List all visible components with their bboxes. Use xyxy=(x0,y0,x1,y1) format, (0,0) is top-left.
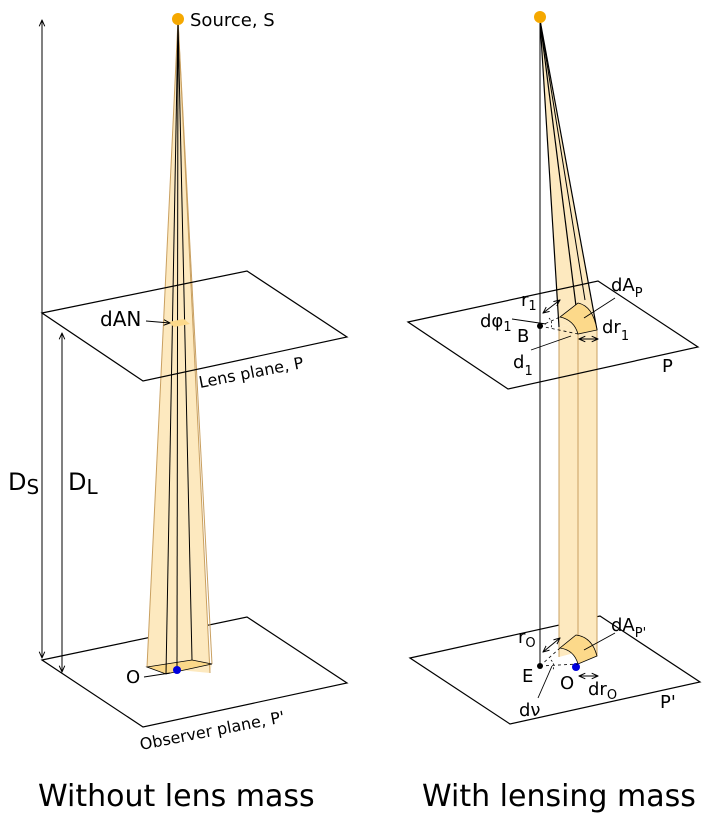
left-panel: Source, S DS DL dAN Lens plane, P Observ… xyxy=(8,10,349,814)
dAPprime-label: dAP' xyxy=(611,615,646,641)
dphi1-label: dφ1 xyxy=(480,311,512,335)
upper-ray-4 xyxy=(539,19,586,301)
E-label: E xyxy=(522,666,533,687)
dAPprime-pointer xyxy=(583,632,616,651)
source-label: Source, S xyxy=(190,10,275,31)
d1-label: d1 xyxy=(513,352,533,379)
upper-ray-2 xyxy=(539,19,579,323)
DL-label: DL xyxy=(68,468,98,499)
O-label-right: O xyxy=(560,673,574,694)
B-label: B xyxy=(517,326,529,347)
beam-left-edge-1 xyxy=(146,19,179,668)
observer-pointer-left xyxy=(143,672,171,678)
upper-ray-1 xyxy=(539,19,560,328)
ray-left-1 xyxy=(165,19,179,675)
B-dashed-1 xyxy=(539,325,579,335)
ray-left-2 xyxy=(177,19,193,661)
beam-left-edge-3 xyxy=(177,19,213,665)
beam-right-lower xyxy=(558,322,598,665)
E-dashed-1 xyxy=(539,663,579,667)
E-dashed-2 xyxy=(539,647,561,667)
observer-plane-right xyxy=(408,615,702,725)
ray-left-3 xyxy=(176,19,179,670)
drO-label: drO xyxy=(588,679,617,703)
rO-label: rO xyxy=(518,627,536,651)
dAN-label: dAN xyxy=(100,307,141,331)
dAP-pointer xyxy=(583,297,616,319)
lens-plane-right xyxy=(406,280,700,390)
dnu-pointer xyxy=(537,665,553,699)
dnu-label: dν xyxy=(519,700,540,721)
dAP-label: dAP xyxy=(611,275,643,301)
source-dot-right xyxy=(534,11,546,23)
observer-label-left: O xyxy=(126,667,140,688)
dAN-pointer xyxy=(145,321,170,323)
observer-dot-right xyxy=(572,663,580,671)
source-dot-left xyxy=(172,13,184,25)
dr1-label: dr1 xyxy=(602,317,629,344)
lens-plane-P-label: P xyxy=(662,356,673,377)
beam-left-side xyxy=(178,20,212,673)
right-panel: r1 dφ1 B d1 dr1 dAP P rO E O dν xyxy=(406,11,702,814)
dphi1-pointer xyxy=(511,318,547,325)
rO-arrow xyxy=(543,638,560,652)
DS-label: DS xyxy=(8,468,39,499)
upper-ray-3 xyxy=(539,19,598,331)
observer-plane-Pprime-label: P' xyxy=(660,692,676,713)
d1-pointer xyxy=(530,335,572,351)
observer-dot-left xyxy=(173,666,181,674)
B-dashed-2 xyxy=(539,316,561,327)
r1-arrow xyxy=(543,300,560,313)
beam-right-upper xyxy=(539,19,598,331)
dnu-arc xyxy=(550,659,555,671)
caption-right: With lensing mass xyxy=(422,779,696,814)
beam-left xyxy=(145,19,213,675)
observer-plane-label: Observer plane, P' xyxy=(138,707,286,754)
r1-label: r1 xyxy=(521,290,537,314)
dAN-patch xyxy=(168,319,190,327)
lens-plane-label: Lens plane, P xyxy=(197,353,305,392)
dphi1-arc xyxy=(548,317,553,329)
caption-left: Without lens mass xyxy=(38,779,315,814)
lens-plane-left xyxy=(40,270,349,382)
